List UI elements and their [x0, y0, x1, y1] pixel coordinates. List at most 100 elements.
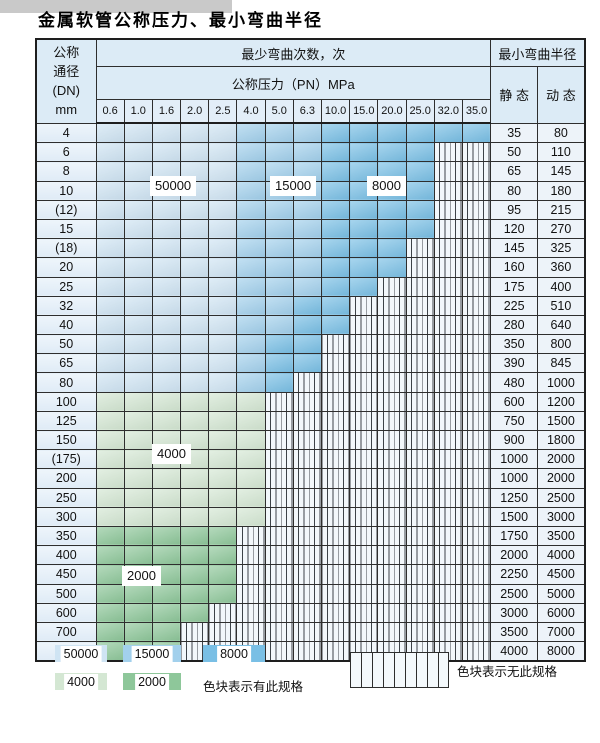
spec-cell	[208, 391, 238, 412]
dynamic-radius-cell: 5000	[537, 583, 586, 604]
no-spec-cell	[433, 525, 463, 547]
no-spec-cell	[264, 564, 294, 585]
spec-cell	[208, 334, 238, 355]
spec-cell	[236, 238, 266, 259]
table-row: 20 160 360	[35, 257, 586, 278]
spec-cell	[208, 525, 238, 547]
no-spec-cell	[405, 602, 435, 623]
no-spec-cell	[264, 487, 294, 508]
static-radius-cell: 175	[490, 276, 539, 297]
spec-cell	[180, 372, 210, 393]
spec-cell	[208, 142, 238, 163]
pressure-col-header: 1.0	[123, 99, 153, 124]
dn-cell: 50	[35, 334, 97, 355]
spec-cell	[264, 295, 294, 316]
no-spec-cell	[292, 468, 323, 489]
no-spec-cell	[349, 525, 379, 547]
no-spec-cell	[405, 257, 435, 278]
spec-cell	[264, 314, 294, 336]
table-row: 15 120 270	[35, 218, 586, 240]
dn-header-line: (DN)	[52, 83, 80, 99]
no-spec-cell	[180, 641, 210, 662]
dynamic-radius-cell: 510	[537, 295, 586, 316]
spec-cell	[405, 180, 435, 201]
no-spec-cell	[320, 621, 351, 643]
dynamic-radius-cell: 7000	[537, 621, 586, 643]
no-spec-cell	[405, 621, 435, 643]
spec-cell	[377, 142, 407, 163]
legend-swatch: 15000	[123, 645, 181, 662]
dynamic-radius-cell: 1200	[537, 391, 586, 412]
spec-cell	[349, 238, 379, 259]
no-spec-cell	[236, 564, 266, 585]
no-spec-cell	[461, 276, 492, 297]
pressure-col-header: 0.6	[95, 99, 125, 124]
no-spec-cell	[320, 468, 351, 489]
no-spec-cell	[461, 238, 492, 259]
spec-cell	[236, 468, 266, 489]
no-spec-cell	[349, 449, 379, 470]
no-spec-cell	[292, 525, 323, 547]
spec-cell	[180, 257, 210, 278]
dynamic-radius-cell: 4000	[537, 545, 586, 566]
spec-cell	[151, 506, 182, 527]
spec-cell	[292, 218, 323, 240]
spec-cell	[123, 142, 153, 163]
no-spec-cell	[461, 525, 492, 547]
dn-cell: 400	[35, 545, 97, 566]
dynamic-radius-cell: 3000	[537, 506, 586, 527]
spec-cell	[151, 334, 182, 355]
bend-cycles-header: 最少弯曲次数，次	[95, 38, 492, 67]
table-row: 350 1750 3500	[35, 525, 586, 547]
no-spec-cell	[405, 391, 435, 412]
no-spec-cell	[405, 506, 435, 527]
dn-cell: 500	[35, 583, 97, 604]
dn-cell: (175)	[35, 449, 97, 470]
no-spec-cell	[377, 564, 407, 585]
spec-cell	[95, 449, 125, 470]
spec-cell	[123, 180, 153, 201]
dynamic-radius-cell: 325	[537, 238, 586, 259]
no-spec-cell	[405, 487, 435, 508]
spec-cell	[405, 142, 435, 163]
no-spec-cell	[433, 372, 463, 393]
spec-cell	[208, 468, 238, 489]
spec-cell	[95, 372, 125, 393]
static-radius-cell: 50	[490, 142, 539, 163]
legend-swatch-label: 4000	[64, 673, 98, 690]
no-spec-cell	[349, 372, 379, 393]
spec-cell	[180, 334, 210, 355]
dynamic-radius-cell: 1800	[537, 429, 586, 451]
no-spec-cell	[236, 525, 266, 547]
spec-cell	[292, 334, 323, 355]
no-spec-cell	[320, 487, 351, 508]
no-spec-cell	[292, 506, 323, 527]
spec-cell	[123, 449, 153, 470]
no-spec-cell	[349, 583, 379, 604]
spec-cell	[95, 353, 125, 374]
no-spec-cell	[349, 410, 379, 432]
spec-cell	[349, 276, 379, 297]
pressure-col-header: 10.0	[320, 99, 351, 124]
no-spec-cell	[264, 545, 294, 566]
spec-cell	[123, 372, 153, 393]
no-spec-cell	[433, 602, 463, 623]
spec-cell	[180, 487, 210, 508]
table-row: 32 225 510	[35, 295, 586, 316]
no-spec-cell	[433, 334, 463, 355]
no-spec-cell	[320, 583, 351, 604]
no-spec-cell	[433, 257, 463, 278]
legend-swatch: 2000	[123, 673, 181, 690]
table-row: 450 2250 4500	[35, 564, 586, 585]
spec-cell	[208, 410, 238, 432]
spec-table-wrap: 公称 通径 (DN) mm 最少弯曲次数，次 最小弯曲半径 公称压力（PN）MP…	[35, 38, 586, 663]
spec-cell	[377, 218, 407, 240]
pressure-col-header: 25.0	[405, 99, 435, 124]
spec-cell	[208, 449, 238, 470]
static-radius-cell: 160	[490, 257, 539, 278]
spec-table: 公称 通径 (DN) mm 最少弯曲次数，次 最小弯曲半径 公称压力（PN）MP…	[35, 38, 586, 663]
no-spec-cell	[405, 429, 435, 451]
table-row: 250 1250 2500	[35, 487, 586, 508]
spec-cell	[377, 122, 407, 144]
